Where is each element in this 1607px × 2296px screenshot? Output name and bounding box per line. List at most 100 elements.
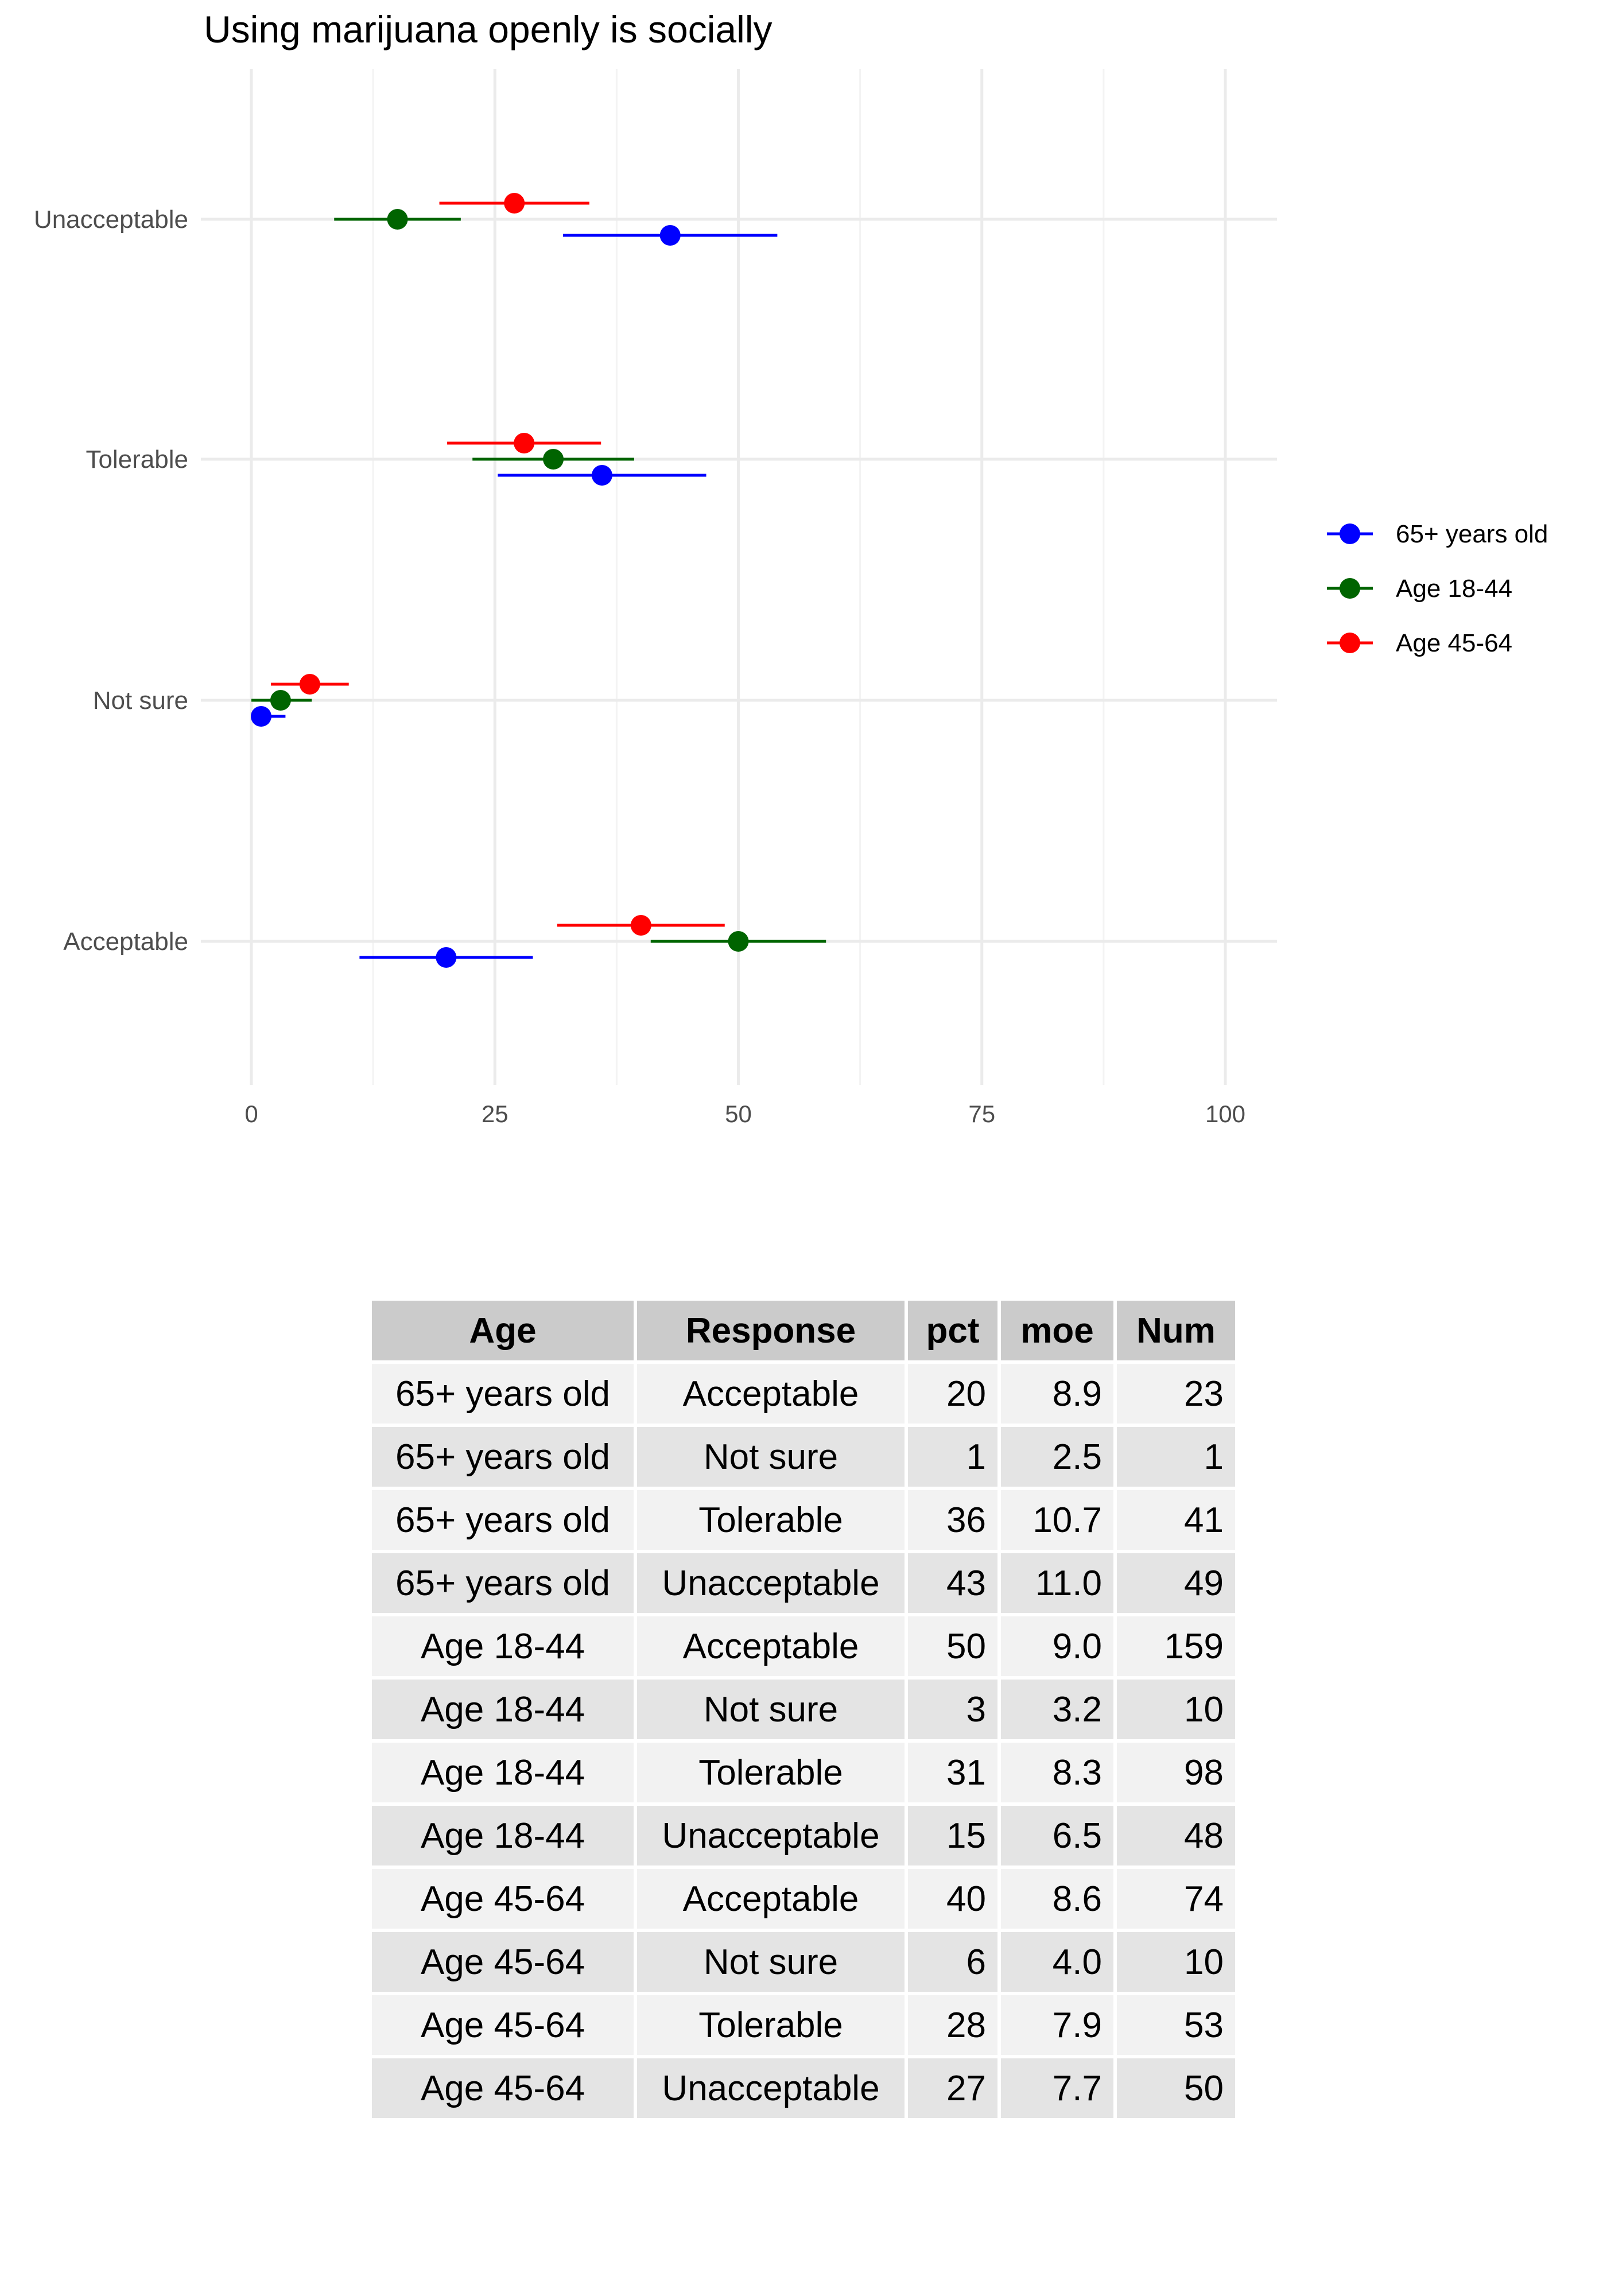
- table-cell: 49: [1117, 1553, 1235, 1613]
- series-65-years-old: [250, 225, 778, 968]
- table-cell: 48: [1117, 1806, 1235, 1865]
- table-cell: 36: [908, 1490, 997, 1550]
- table-cell: 6.5: [1001, 1806, 1113, 1865]
- table-cell: Age 45-64: [372, 1869, 634, 1929]
- table-row: Age 45-64 Not sure 6 4.0 10: [372, 1932, 1235, 1992]
- table-cell: Age 45-64: [372, 1932, 634, 1992]
- y-tick-label: Tolerable: [86, 445, 188, 474]
- data-point: [659, 225, 681, 246]
- legend-key-point: [1340, 523, 1360, 544]
- legend: 65+ years old Age 18-44 Age 45-64: [1327, 520, 1548, 657]
- table-cell: 2.5: [1001, 1427, 1113, 1487]
- table-row: Age 45-64 Tolerable 28 7.9 53: [372, 1995, 1235, 2055]
- table-cell: 10: [1117, 1932, 1235, 1992]
- column-header: moe: [1001, 1301, 1113, 1360]
- legend-item: Age 18-44: [1327, 575, 1512, 603]
- data-point: [250, 706, 271, 727]
- table-cell: 7.9: [1001, 1995, 1113, 2055]
- table-cell: 65+ years old: [372, 1490, 634, 1550]
- table-cell: 23: [1117, 1364, 1235, 1424]
- data-point: [299, 674, 320, 695]
- x-tick-label: 100: [1205, 1100, 1245, 1127]
- data-point: [504, 193, 525, 214]
- x-tick-label: 75: [968, 1100, 995, 1127]
- table-cell: Acceptable: [637, 1869, 905, 1929]
- table-cell: 3.2: [1001, 1680, 1113, 1739]
- table-cell: 50: [1117, 2058, 1235, 2118]
- data-table: Age Response pct moe Num 65+ years old Accept…: [368, 1297, 1239, 2122]
- table-row: Age 18-44 Acceptable 50 9.0 159: [372, 1616, 1235, 1676]
- table-row: Age 18-44 Not sure 3 3.2 10: [372, 1680, 1235, 1739]
- table-cell: 3: [908, 1680, 997, 1739]
- table-cell: 7.7: [1001, 2058, 1113, 2118]
- data-point: [543, 449, 564, 470]
- table-cell: Age 18-44: [372, 1806, 634, 1865]
- table-cell: 65+ years old: [372, 1553, 634, 1613]
- table-cell: Age 18-44: [372, 1616, 634, 1676]
- series-age-45-64: [270, 193, 725, 936]
- table-cell: 11.0: [1001, 1553, 1113, 1613]
- data-series: [250, 193, 826, 968]
- table-cell: 9.0: [1001, 1616, 1113, 1676]
- table-cell: 8.6: [1001, 1869, 1113, 1929]
- y-tick-label: Not sure: [93, 687, 188, 715]
- table-cell: Age 18-44: [372, 1680, 634, 1739]
- data-point: [514, 433, 535, 453]
- chart-title: Using marijuana openly is socially: [204, 8, 773, 51]
- table-cell: 4.0: [1001, 1932, 1113, 1992]
- dot-plot: 0 25 50 75 100 Acceptable Not sure Tolerable Una…: [34, 69, 1548, 1127]
- table-cell: Unacceptable: [637, 1806, 905, 1865]
- table-cell: 28: [908, 1995, 997, 2055]
- table-cell: 65+ years old: [372, 1427, 634, 1487]
- table-row: Age 45-64 Unacceptable 27 7.7 50: [372, 2058, 1235, 2118]
- table-row: 65+ years old Unacceptable 43 11.0 49: [372, 1553, 1235, 1613]
- table-cell: Unacceptable: [637, 2058, 905, 2118]
- table-cell: Not sure: [637, 1680, 905, 1739]
- table-cell: 159: [1117, 1616, 1235, 1676]
- table-cell: Tolerable: [637, 1995, 905, 2055]
- table-cell: 1: [908, 1427, 997, 1487]
- table-cell: 50: [908, 1616, 997, 1676]
- column-header: Num: [1117, 1301, 1235, 1360]
- table-cell: 27: [908, 2058, 997, 2118]
- table-cell: Not sure: [637, 1427, 905, 1487]
- table-cell: 10.7: [1001, 1490, 1113, 1550]
- table-cell: Age 45-64: [372, 2058, 634, 2118]
- table-cell: 31: [908, 1743, 997, 1802]
- table-cell: Tolerable: [637, 1490, 905, 1550]
- table-cell: 10: [1117, 1680, 1235, 1739]
- table-cell: 41: [1117, 1490, 1235, 1550]
- data-point: [591, 465, 612, 486]
- column-header: Response: [637, 1301, 905, 1360]
- table-cell: 65+ years old: [372, 1364, 634, 1424]
- table-cell: 6: [908, 1932, 997, 1992]
- table-cell: 8.3: [1001, 1743, 1113, 1802]
- y-tick-label: Unacceptable: [34, 205, 188, 234]
- table-body: 65+ years old Acceptable 20 8.9 23 65+ years …: [372, 1364, 1235, 2118]
- x-tick-label: 0: [244, 1100, 258, 1127]
- table-cell: 74: [1117, 1869, 1235, 1929]
- data-point: [436, 947, 457, 968]
- data-point: [270, 690, 291, 711]
- legend-key-point: [1340, 578, 1360, 599]
- legend-label: Age 18-44: [1396, 575, 1512, 603]
- table-cell: Unacceptable: [637, 1553, 905, 1613]
- table-cell: Tolerable: [637, 1743, 905, 1802]
- legend-item: 65+ years old: [1327, 520, 1548, 548]
- table-cell: Not sure: [637, 1932, 905, 1992]
- legend-key-point: [1340, 633, 1360, 653]
- table-cell: Acceptable: [637, 1364, 905, 1424]
- table-row: Age 18-44 Unacceptable 15 6.5 48: [372, 1806, 1235, 1865]
- table-cell: 43: [908, 1553, 997, 1613]
- table-header-row: Age Response pct moe Num: [372, 1301, 1235, 1360]
- x-tick-label: 50: [725, 1100, 752, 1127]
- x-tick-label: 25: [482, 1100, 509, 1127]
- data-point: [387, 209, 408, 230]
- table-cell: Age 18-44: [372, 1743, 634, 1802]
- table-cell: 53: [1117, 1995, 1235, 2055]
- table-cell: 15: [908, 1806, 997, 1865]
- table-cell: 40: [908, 1869, 997, 1929]
- table-row: 65+ years old Tolerable 36 10.7 41: [372, 1490, 1235, 1550]
- table-row: Age 45-64 Acceptable 40 8.6 74: [372, 1869, 1235, 1929]
- y-tick-label: Acceptable: [63, 928, 188, 956]
